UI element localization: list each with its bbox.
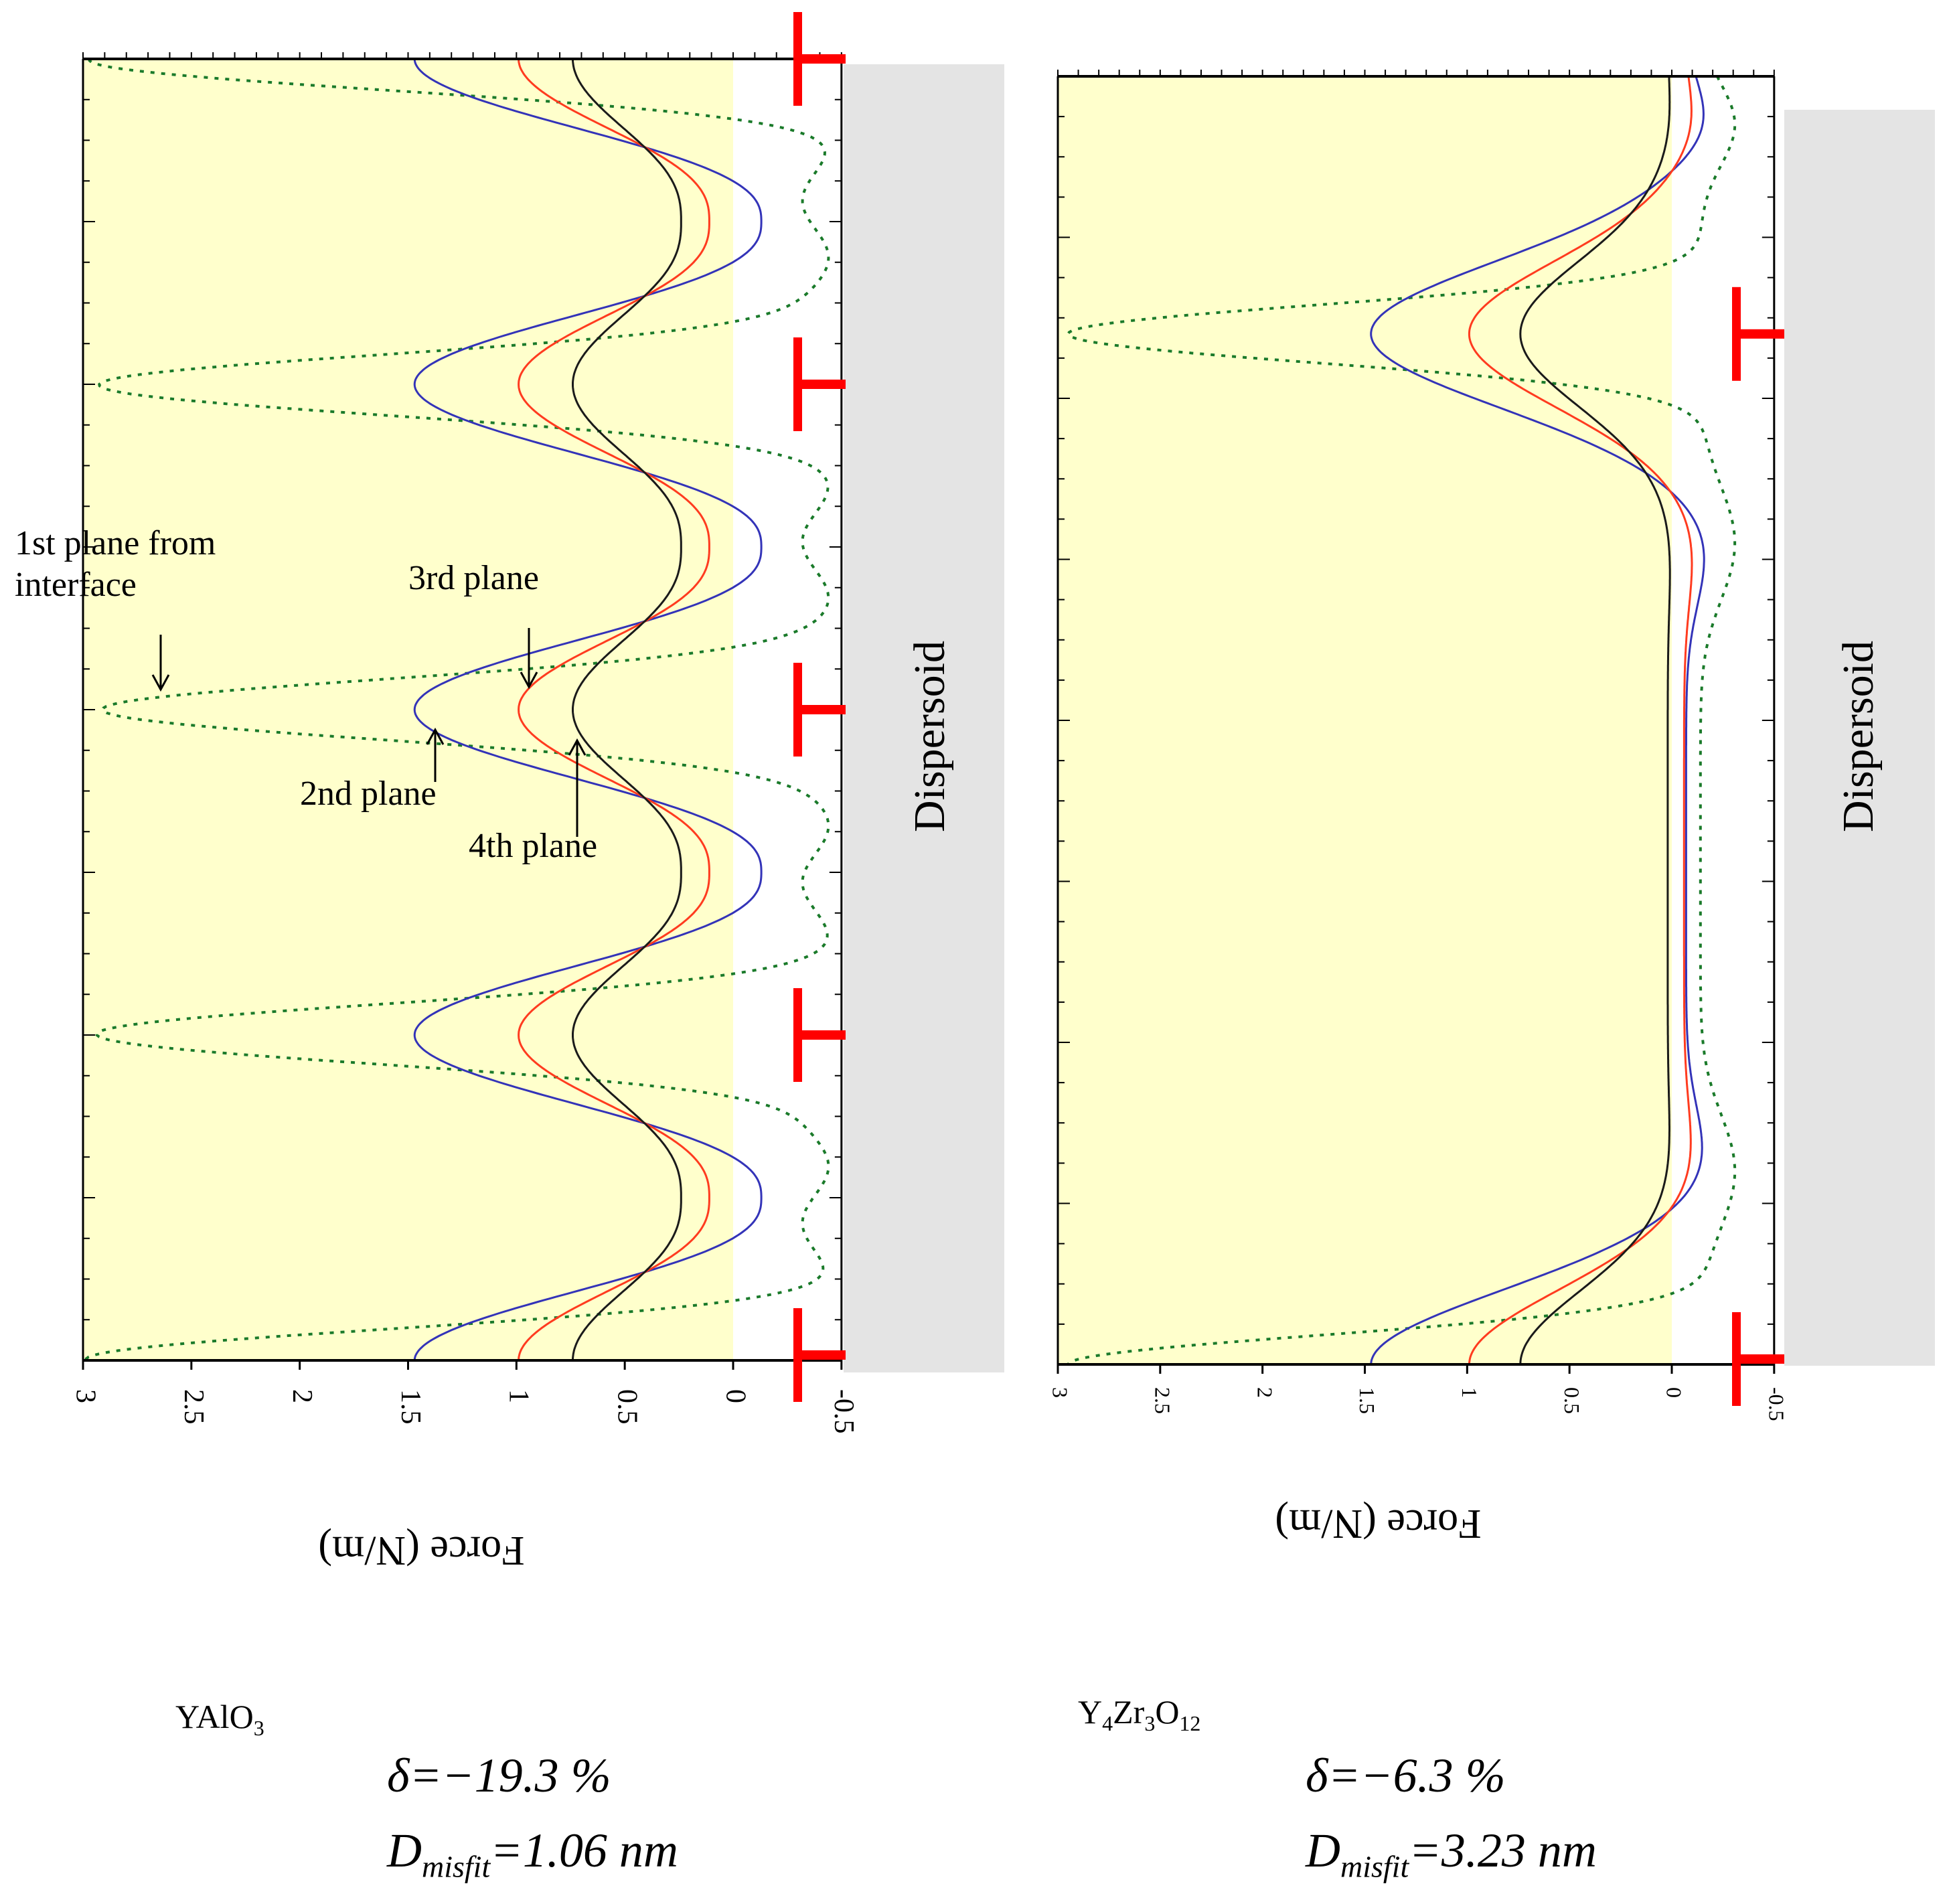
left-x-tick-label: 2.5 bbox=[178, 1389, 209, 1425]
right-dislocation-bar bbox=[1732, 1354, 1784, 1364]
right-dislocation-bar bbox=[1732, 329, 1784, 339]
right-dmisfit-label: Dmisfit=3.23 nm bbox=[1306, 1824, 1597, 1884]
left-dmisfit-label: Dmisfit=1.06 nm bbox=[387, 1824, 678, 1884]
right-x-tick-label: 2 bbox=[1253, 1387, 1277, 1398]
right-x-tick-label: 1.5 bbox=[1355, 1387, 1379, 1414]
left-x-tick-label: 1 bbox=[503, 1389, 534, 1403]
right-curve-3 bbox=[1468, 76, 1693, 1365]
annotation-2nd-plane-label: 2nd plane bbox=[300, 775, 437, 813]
right-x-tick-label: 3 bbox=[1048, 1387, 1073, 1398]
left-x-tick-label: 2 bbox=[287, 1389, 317, 1403]
left-x-tick-label: 0.5 bbox=[612, 1389, 643, 1425]
left-material-label: YAlO3 bbox=[175, 1698, 264, 1740]
left-curve-4 bbox=[572, 59, 682, 1360]
annotation-1st-plane-label: 1st plane from interface bbox=[15, 524, 216, 604]
right-x-tick-label: 1 bbox=[1458, 1387, 1482, 1398]
left-shaded-region bbox=[83, 59, 733, 1360]
right-x-tick-label: 0 bbox=[1662, 1387, 1687, 1398]
left-dislocation-bar bbox=[793, 54, 846, 64]
left-dislocation-bar bbox=[793, 380, 846, 389]
right-x-tick-label: 2.5 bbox=[1150, 1387, 1174, 1414]
right-curve-4 bbox=[1519, 76, 1671, 1365]
annotation-3rd-plane-arrowhead bbox=[520, 671, 538, 690]
left-curve-3 bbox=[518, 58, 710, 1361]
left-curve-1 bbox=[84, 58, 830, 1361]
right-material-label: Y4Zr3O12 bbox=[1078, 1693, 1201, 1735]
left-curve-2 bbox=[413, 58, 763, 1361]
right-curve-2 bbox=[1370, 76, 1705, 1365]
right-x-tick-label: 0.5 bbox=[1560, 1387, 1584, 1414]
annotation-4th-plane-label: 4th plane bbox=[469, 827, 597, 865]
right-x-axis-label: Force (N/m) bbox=[1275, 1501, 1481, 1546]
left-dislocation-bar bbox=[793, 705, 846, 714]
left-x-tick-label: 0 bbox=[720, 1389, 751, 1403]
left-x-tick-label: 1.5 bbox=[395, 1389, 426, 1425]
right-shaded-region bbox=[1058, 76, 1672, 1364]
right-x-tick-label: -0.5 bbox=[1764, 1387, 1788, 1421]
left-delta-label: δ=−19.3 % bbox=[387, 1749, 611, 1802]
annotation-2nd-plane-arrowhead bbox=[426, 727, 445, 745]
right-curve-1 bbox=[1066, 76, 1737, 1366]
annotation-3rd-plane-label: 3rd plane bbox=[408, 559, 539, 597]
left-dispersoid-block bbox=[844, 64, 1004, 1372]
right-dispersoid-label: Dispersoid bbox=[1834, 641, 1883, 832]
left-x-tick-label: 3 bbox=[70, 1389, 100, 1403]
right-delta-label: δ=−6.3 % bbox=[1306, 1749, 1506, 1802]
left-dispersoid-label: Dispersoid bbox=[905, 641, 954, 832]
left-x-tick-label: -0.5 bbox=[828, 1389, 859, 1434]
left-x-axis-label: Force (N/m) bbox=[318, 1528, 524, 1573]
annotation-1st-plane-arrowhead bbox=[151, 674, 170, 692]
annotation-4th-plane-arrowhead bbox=[568, 738, 587, 756]
left-dislocation-bar bbox=[793, 1350, 846, 1360]
right-dispersoid-block bbox=[1784, 110, 1935, 1366]
left-dislocation-bar bbox=[793, 1030, 846, 1040]
